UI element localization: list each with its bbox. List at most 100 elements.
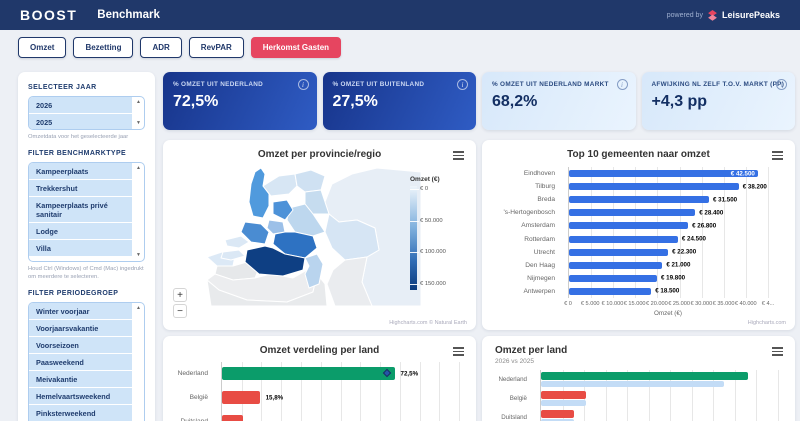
powered-by: powered by LeisurePeaks: [667, 9, 780, 21]
bar-tilburg[interactable]: [569, 183, 739, 191]
map-region-noord-brabant[interactable]: [244, 245, 306, 277]
map-region-gelderland[interactable]: [272, 231, 318, 259]
list-item-voorjaarsvakantie[interactable]: Voorjaarsvakantie: [29, 320, 132, 338]
bar-breda[interactable]: [569, 196, 709, 204]
list-item-lodge[interactable]: Lodge: [29, 223, 132, 241]
list-item-2025[interactable]: 2025: [29, 114, 132, 129]
list-item-trekkershut[interactable]: Trekkershut: [29, 180, 132, 198]
bar-2025-nederland[interactable]: [541, 381, 725, 387]
map-region-germany-west[interactable]: [324, 213, 380, 261]
bar-nederland[interactable]: [222, 367, 395, 380]
country-distribution-chart-card: Omzet verdeling per land Nederland België…: [163, 336, 476, 421]
gridline: [399, 362, 401, 421]
gridline: [613, 167, 615, 298]
map-region-germany-south[interactable]: [326, 256, 373, 306]
bar-den-haag[interactable]: [569, 261, 663, 269]
gridline: [379, 362, 381, 421]
map-region-flevoland[interactable]: [272, 199, 294, 221]
legend-tick-mark: [410, 189, 419, 190]
bar-2026-duitsland[interactable]: [541, 410, 575, 418]
list-item-pinksterweekend[interactable]: Pinksterweekend: [29, 405, 132, 421]
category-label: Breda: [537, 196, 555, 204]
chart-menu-icon[interactable]: [772, 347, 783, 358]
list-item-winter-voorjaar[interactable]: Winter voorjaar: [29, 303, 132, 321]
map-attribution[interactable]: Highcharts.com © Natural Earth: [389, 320, 467, 326]
tab-omzet[interactable]: Omzet: [18, 37, 67, 58]
x-tick-label: € 35.000: [712, 301, 735, 307]
list-item-kampeerplaats-priv-sanitair[interactable]: Kampeerplaats privé sanitair: [29, 197, 132, 224]
legend-tick-mark: [410, 252, 419, 254]
gridline: [261, 362, 263, 421]
periodegroep-listbox[interactable]: Winter voorjaar Voorjaarsvakantie Voorseiz…: [28, 302, 145, 421]
bar-duitsland[interactable]: [222, 415, 243, 421]
list-item-paasweekend[interactable]: Paasweekend: [29, 354, 132, 372]
tab-bezetting[interactable]: Bezetting: [73, 37, 134, 58]
value-label: € 28.400: [699, 209, 724, 217]
bar-2025-duitsland[interactable]: [541, 419, 575, 421]
bar-rotterdam[interactable]: [569, 235, 678, 243]
map-region-noord-holland[interactable]: [248, 167, 270, 219]
gridline: [778, 370, 779, 421]
bar-utrecht[interactable]: [569, 248, 669, 256]
scroll-down-icon[interactable]: ▼: [136, 252, 141, 259]
map-region-limburg[interactable]: [304, 253, 324, 289]
scroll-up-icon[interactable]: ▲: [136, 99, 141, 105]
list-item-kampeerplaats[interactable]: Kampeerplaats: [29, 163, 132, 181]
map-zoom-in-button[interactable]: +: [173, 288, 187, 302]
bar-2026-nederland[interactable]: [541, 372, 749, 380]
bar-nijmegen[interactable]: [569, 274, 657, 282]
chart-menu-icon[interactable]: [453, 347, 464, 358]
legend-tick-mark: [410, 220, 419, 222]
year-listbox[interactable]: 2026 2025 ▲ ▼: [28, 96, 145, 130]
list-item-hemelvaartsweekend[interactable]: Hemelvaartsweekend: [29, 388, 132, 406]
list-item-2026[interactable]: 2026: [29, 97, 132, 114]
bar-eindhoven[interactable]: [569, 170, 758, 177]
map-region-groningen[interactable]: [294, 169, 326, 193]
gridline: [605, 370, 607, 421]
boost-logo: BOOST: [20, 7, 78, 23]
bar-amsterdam[interactable]: [569, 222, 689, 230]
info-icon[interactable]: i: [297, 79, 309, 90]
gridline: [691, 370, 693, 421]
chart-menu-icon[interactable]: [772, 151, 783, 162]
list-item-villa[interactable]: Villa: [29, 240, 132, 258]
map-region-friesland[interactable]: [262, 173, 298, 197]
map-region-zeeland-2[interactable]: [220, 249, 246, 261]
bar-belgi[interactable]: [222, 391, 260, 404]
info-icon[interactable]: i: [776, 79, 787, 90]
tab-bar: Omzet Bezetting ADR RevPAR Herkomst Gasten: [18, 37, 342, 58]
legend-tick-mark: [410, 284, 419, 285]
map-zoom-out-button[interactable]: −: [173, 304, 187, 318]
map-chart-card: Omzet per provincie/regio: [163, 140, 476, 330]
map-region-zuid-holland[interactable]: [240, 221, 270, 245]
tab-adr[interactable]: ADR: [140, 37, 182, 58]
chart-menu-icon[interactable]: [453, 151, 464, 162]
x-tick-label: € 20.000: [645, 301, 668, 307]
list-item-meivakantie[interactable]: Meivakantie: [29, 371, 132, 389]
bar-2025-belgi[interactable]: [541, 400, 587, 406]
x-tick-label: € 5.000: [580, 301, 600, 307]
scroll-down-icon[interactable]: ▼: [136, 120, 141, 126]
map-region-overijssel[interactable]: [286, 203, 326, 237]
map-region-utrecht[interactable]: [266, 219, 286, 235]
chart-title: Omzet per land: [495, 345, 568, 356]
info-icon[interactable]: i: [616, 79, 628, 90]
tab-revpar[interactable]: RevPAR: [188, 37, 244, 58]
x-tick-label: € 25.000: [668, 301, 690, 307]
tab-herkomst-gasten[interactable]: Herkomst Gasten: [250, 37, 342, 58]
value-label: 15,8%: [265, 394, 284, 401]
bar-antwerpen[interactable]: [569, 287, 652, 295]
legend-gradient-bar: [410, 186, 417, 290]
page-title: Benchmark: [97, 9, 160, 21]
list-item-voorseizoen[interactable]: Voorseizoen: [29, 337, 132, 355]
bar-2026-belgi[interactable]: [541, 391, 587, 399]
benchmarktype-listbox[interactable]: Kampeerplaats Trekkershut Kampeerplaats pr…: [28, 162, 145, 263]
info-icon[interactable]: i: [457, 79, 468, 90]
bar-s-hertogenbosch[interactable]: [569, 209, 696, 217]
chart-attribution[interactable]: Highcharts.com: [747, 320, 786, 326]
map-region-zeeland[interactable]: [224, 235, 250, 249]
chart-title: Top 10 gemeenten naar omzet: [567, 149, 710, 160]
kpi-card-omzet-uit-nederland: % OMZET UIT NEDERLAND 72,5% i: [163, 72, 317, 130]
scroll-up-icon[interactable]: ▲: [136, 305, 141, 312]
scroll-up-icon[interactable]: ▲: [136, 165, 141, 172]
